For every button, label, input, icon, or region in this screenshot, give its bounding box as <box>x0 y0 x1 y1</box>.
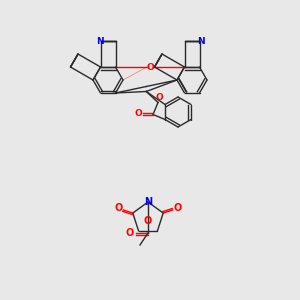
Text: N: N <box>96 37 103 46</box>
Text: O: O <box>173 203 181 213</box>
Text: O: O <box>146 62 154 71</box>
Text: O: O <box>134 109 142 118</box>
Text: O: O <box>126 228 134 238</box>
Text: O: O <box>155 93 163 102</box>
Text: O: O <box>114 203 123 213</box>
Text: N: N <box>144 197 152 207</box>
Text: N: N <box>197 37 204 46</box>
Text: O: O <box>144 216 152 226</box>
